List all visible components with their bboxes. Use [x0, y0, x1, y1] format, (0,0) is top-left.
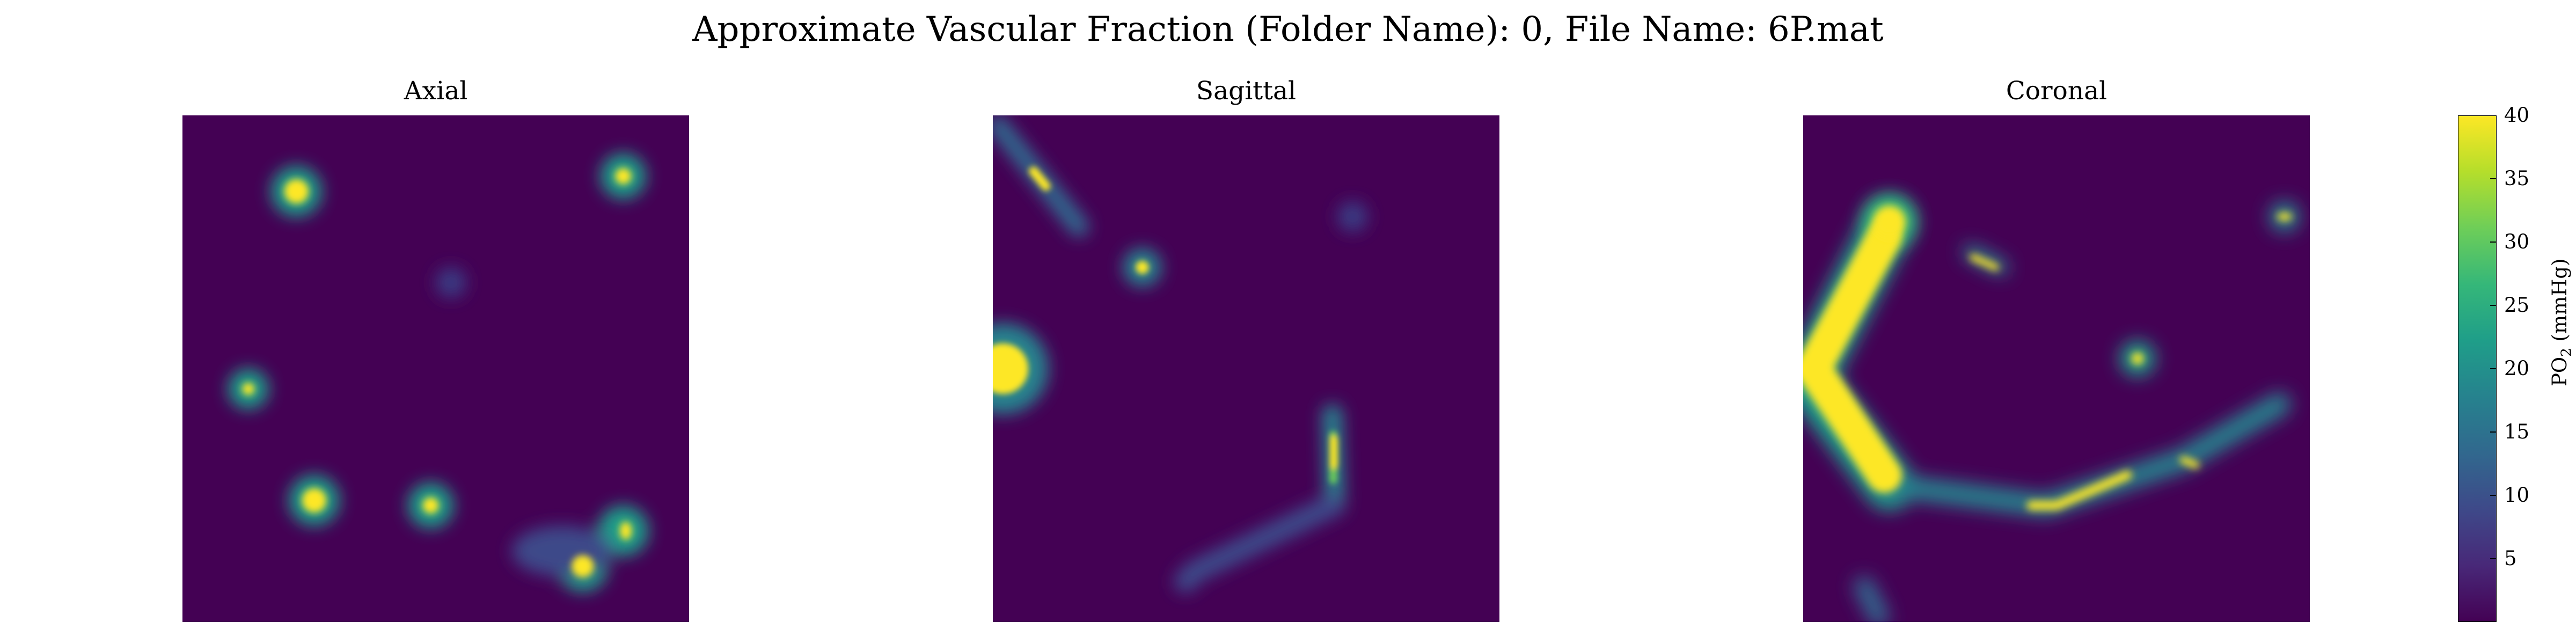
vessel-mark [1337, 201, 1368, 232]
axial-heatmap [182, 115, 689, 622]
colorbar-tick-label: 35 [2504, 167, 2530, 190]
coronal-title: Coronal [2006, 76, 2107, 106]
vessel-mark [1174, 560, 1207, 593]
colorbar-label: PO2 (mmHg) [2548, 258, 2574, 386]
colorbar-label-unit: (mmHg) [2548, 258, 2571, 342]
vessel-mark [511, 525, 613, 577]
sagittal-heatmap [993, 115, 1499, 622]
vessel-mark [1854, 576, 1890, 622]
colorbar-label-main: PO [2548, 356, 2571, 386]
colorbar-tick-label: 20 [2504, 357, 2530, 380]
axial-title: Axial [404, 76, 468, 106]
colorbar-tick-label: 10 [2504, 484, 2530, 507]
colorbar-tick-label: 15 [2504, 420, 2530, 443]
colorbar [2458, 115, 2497, 622]
vessel-mark [1184, 494, 1344, 583]
colorbar-tick-label: 25 [2504, 294, 2530, 317]
figure-title: Approximate Vascular Fraction (Folder Na… [692, 10, 1884, 49]
colorbar-tick-label: 5 [2504, 547, 2517, 570]
vessel-mark [436, 267, 466, 298]
colorbar-tick-label: 30 [2504, 230, 2530, 253]
colorbar-tick-label: 40 [2504, 104, 2530, 127]
colorbar-label-sub: 2 [2558, 348, 2575, 357]
coronal-heatmap [1803, 115, 2310, 622]
sagittal-title: Sagittal [1196, 76, 1297, 106]
